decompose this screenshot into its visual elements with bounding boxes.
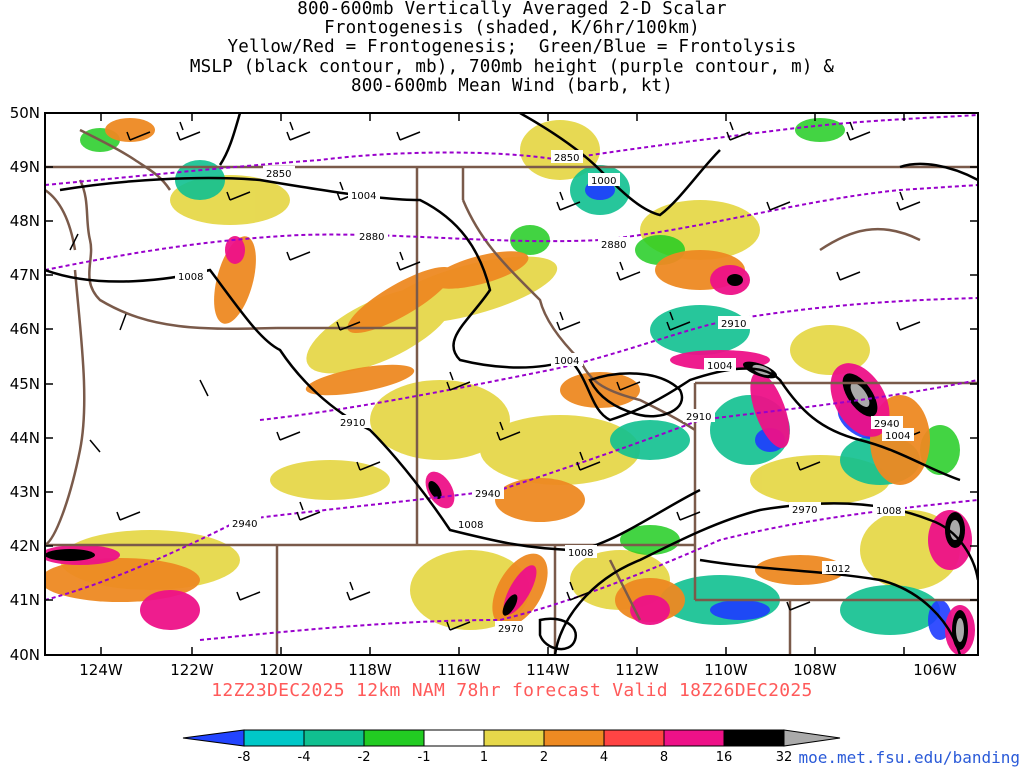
svg-text:2880: 2880 xyxy=(359,232,384,243)
height-label: 2940 xyxy=(229,516,261,530)
source-credit: moe.met.fsu.edu/banding xyxy=(798,748,1020,767)
svg-text:1008: 1008 xyxy=(178,272,203,283)
mslp-label: 1004 xyxy=(882,428,914,442)
height-label: 2910 xyxy=(683,409,715,423)
svg-text:2910: 2910 xyxy=(340,418,365,429)
lon-label: 112W xyxy=(615,661,659,679)
mslp-label: 1004 xyxy=(704,358,736,372)
lon-label: 110W xyxy=(704,661,748,679)
lat-label: 49N xyxy=(10,158,40,176)
mslp-label: 1008 xyxy=(565,545,597,559)
title-line-5: 800-600mb Mean Wind (barb, kt) xyxy=(350,75,674,96)
svg-text:2940: 2940 xyxy=(874,419,899,430)
height-label: 2850 xyxy=(551,150,583,164)
svg-text:2850: 2850 xyxy=(554,153,579,164)
height-label: 2880 xyxy=(598,237,630,251)
lon-label: 108W xyxy=(793,661,837,679)
mslp-label: 1000 xyxy=(588,173,620,187)
svg-text:2910: 2910 xyxy=(686,412,711,423)
forecast-valid-label: 12Z23DEC2025 12km NAM 78hr forecast Vali… xyxy=(211,680,813,701)
svg-text:1004: 1004 xyxy=(707,361,732,372)
lat-label: 45N xyxy=(10,375,40,393)
height-label: 2910 xyxy=(337,415,369,429)
lon-label: 122W xyxy=(170,661,214,679)
mslp-label: 1012 xyxy=(822,561,854,575)
lat-label: 43N xyxy=(10,483,40,501)
height-label: 2970 xyxy=(495,621,527,635)
lon-label: 124W xyxy=(79,661,123,679)
svg-text:1004: 1004 xyxy=(351,191,376,202)
lat-label: 40N xyxy=(10,646,40,664)
svg-text:2880: 2880 xyxy=(601,240,626,251)
mslp-label: 1004 xyxy=(551,353,583,367)
svg-text:1008: 1008 xyxy=(568,548,593,559)
title-line-3: Yellow/Red = Frontogenesis; Green/Blue =… xyxy=(227,37,797,58)
svg-text:1008: 1008 xyxy=(458,520,483,531)
height-label: 2850 xyxy=(263,166,295,180)
svg-text:1008: 1008 xyxy=(876,506,901,517)
lat-label: 50N xyxy=(10,104,40,122)
mslp-label: 1008 xyxy=(873,503,905,517)
svg-text:2970: 2970 xyxy=(792,505,817,516)
svg-text:1012: 1012 xyxy=(825,564,850,575)
height-label: 2910 xyxy=(718,316,750,330)
svg-text:1004: 1004 xyxy=(554,356,579,367)
title-line-2: Frontogenesis (shaded, K/6hr/100km) xyxy=(324,18,700,39)
chart-title: 800-600mb Vertically Averaged 2-D Scalar… xyxy=(0,0,1024,96)
mslp-label: 1008 xyxy=(455,517,487,531)
title-line-4: MSLP (black contour, mb), 700mb height (… xyxy=(189,56,835,77)
svg-text:2940: 2940 xyxy=(475,489,500,500)
axis-ticks xyxy=(45,112,978,656)
height-label: 2940 xyxy=(472,486,504,500)
svg-text:2910: 2910 xyxy=(721,319,746,330)
svg-text:1004: 1004 xyxy=(885,431,910,442)
title-line-1: 800-600mb Vertically Averaged 2-D Scalar xyxy=(297,0,727,19)
height-label: 2970 xyxy=(789,502,821,516)
svg-text:2850: 2850 xyxy=(266,169,291,180)
svg-text:1000: 1000 xyxy=(591,176,616,187)
height-label: 2880 xyxy=(356,229,388,243)
lon-label: 120W xyxy=(259,661,303,679)
lat-label: 46N xyxy=(10,320,40,338)
height-label: 2940 xyxy=(871,416,903,430)
lat-label: 42N xyxy=(10,537,40,555)
lat-label: 44N xyxy=(10,429,40,447)
lat-label: 48N xyxy=(10,212,40,230)
lon-label: 106W xyxy=(913,661,957,679)
mslp-label: 1004 xyxy=(348,188,380,202)
lat-label: 47N xyxy=(10,266,40,284)
svg-text:2940: 2940 xyxy=(232,519,257,530)
lon-label: 116W xyxy=(437,661,481,679)
lon-label: 118W xyxy=(348,661,392,679)
svg-text:2970: 2970 xyxy=(498,624,523,635)
lon-label: 114W xyxy=(526,661,570,679)
lat-label: 41N xyxy=(10,591,40,609)
mslp-label: 1008 xyxy=(175,269,207,283)
